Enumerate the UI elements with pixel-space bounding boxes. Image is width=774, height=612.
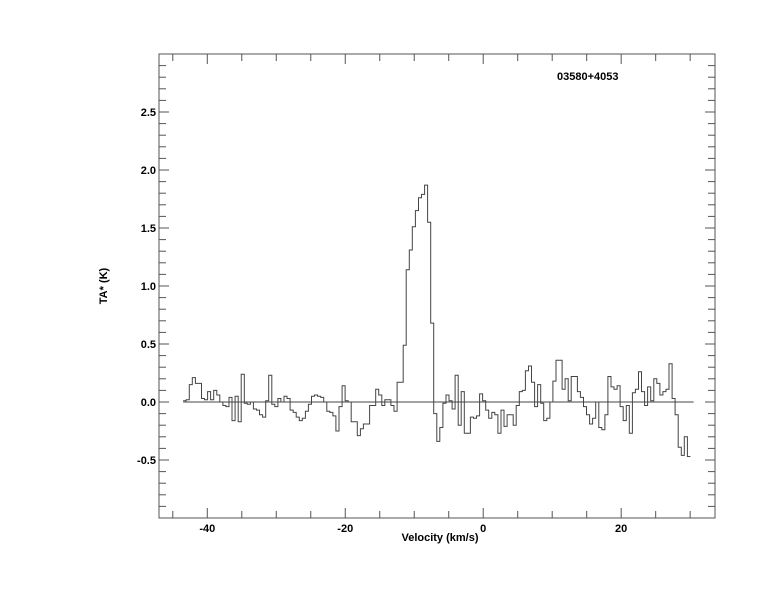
- plot-frame: [158, 53, 716, 519]
- y-tick-label: 2.5: [141, 107, 156, 119]
- x-tick-label: -40: [199, 523, 215, 535]
- axis-ticks: -40 -20 0 20 -0.5 0.0 0.5 1.0 1.5 2.0 2.5: [137, 53, 715, 535]
- x-tick-label: 0: [480, 523, 486, 535]
- x-tick-label: 20: [615, 523, 627, 535]
- x-tick-label: -20: [337, 523, 353, 535]
- y-tick-label: -0.5: [137, 455, 156, 467]
- y-tick-label: 1.0: [141, 281, 156, 293]
- y-tick-label: 1.5: [141, 223, 156, 235]
- chart-title: 03580+4053: [557, 71, 618, 83]
- spectrum-line: [183, 184, 691, 457]
- y-tick-label: 0.0: [141, 397, 156, 409]
- y-tick-label: 0.5: [141, 339, 156, 351]
- x-axis-label: Velocity (km/s): [401, 532, 478, 544]
- y-axis-label: TA* (K): [98, 267, 110, 304]
- y-tick-label: 2.0: [141, 165, 156, 177]
